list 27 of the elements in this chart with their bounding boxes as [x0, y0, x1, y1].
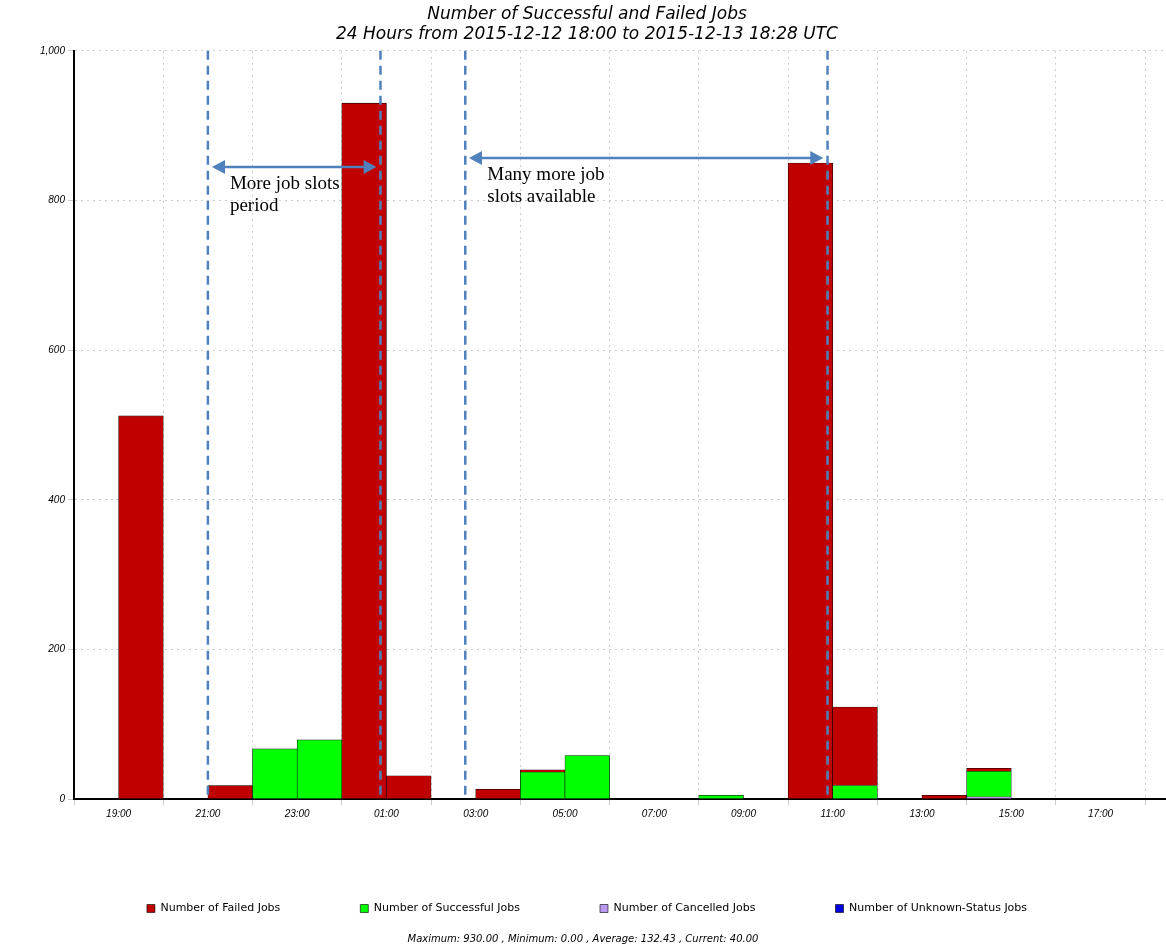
x-tick-label: 15:00	[998, 807, 1025, 819]
legend-label: Number of Successful Jobs	[373, 901, 521, 915]
y-tick-label: 1,000	[39, 44, 66, 56]
legend-label: Number of Cancelled Jobs	[613, 901, 756, 915]
text: Maximum: 930.00 , Minimum: 0.00 , Average: 132.43 , Current: 40.00	[407, 932, 759, 944]
y-tick-label: 200	[47, 643, 66, 655]
y-tick-label: 400	[48, 493, 66, 505]
legend-label: Number of Failed Jobs	[160, 901, 281, 915]
legend-label: Number of Unknown-Status Jobs	[849, 901, 1028, 915]
chart-subtitle: 24 Hours from 2015-12-12 18:00 to 2015-12-13 18:28 UTC	[336, 23, 839, 44]
x-tick-label: 01:00	[373, 807, 400, 819]
x-tick-label: 03:00	[463, 807, 489, 819]
annotation: Many more job slots available	[487, 163, 605, 207]
y-tick-label: 800	[48, 194, 66, 206]
x-tick-label: 11:00	[820, 807, 846, 819]
x-tick-label: 09:00	[730, 807, 757, 819]
x-tick-label: 05:00	[552, 807, 578, 819]
x-tick-label: 13:00	[909, 807, 935, 819]
x-tick-label: 17:00	[1088, 807, 1114, 819]
x-tick-label: 07:00	[641, 807, 668, 819]
x-tick-label: 19:00	[106, 807, 132, 819]
chart-title: Number of Successful and Failed Jobs	[427, 2, 747, 23]
y-tick-label: 600	[48, 343, 66, 355]
y-tick-label: 0	[59, 792, 66, 804]
x-tick-label: 21:00	[194, 807, 221, 819]
x-tick-label: 23:00	[283, 807, 311, 819]
annotation: More job slots period	[229, 172, 340, 216]
